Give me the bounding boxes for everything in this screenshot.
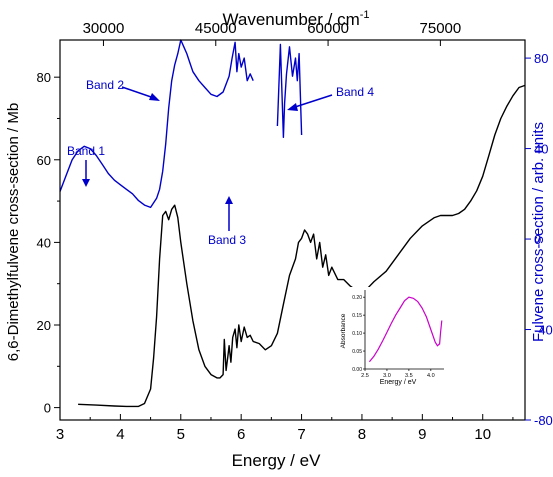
top-x-tick-label: 30000 xyxy=(83,20,125,37)
band-1-label: Band 1 xyxy=(67,144,105,158)
band-3-label: Band 3 xyxy=(208,233,246,247)
x-axis-label: Energy / eV xyxy=(232,451,321,470)
y-tick-label: 0 xyxy=(44,401,51,416)
inset-y-tick-label: 0.00 xyxy=(352,367,362,373)
inset-x-label: Energy / eV xyxy=(380,379,417,386)
inset-series-layer xyxy=(368,296,443,363)
x-tick-label: 10 xyxy=(474,426,491,443)
left-axis-label: 6,6-Dimethylfulvene cross-section / Mb xyxy=(5,103,22,361)
plot-frame xyxy=(59,39,526,421)
inset-background xyxy=(344,287,452,383)
series-line-3 xyxy=(276,43,303,139)
y2-tick-label: -40 xyxy=(534,323,553,338)
inset-y-tick-label: 0.05 xyxy=(352,349,362,355)
band-1-arrowhead xyxy=(82,179,90,187)
right-axis-label: Fulvene cross-section / arb. units xyxy=(530,122,547,342)
band-4-arrowhead xyxy=(287,103,298,111)
x-tick-label: 6 xyxy=(237,426,245,443)
band-4-arrow xyxy=(291,94,333,109)
y2-tick-label: 0 xyxy=(534,232,541,247)
inset-y-label: Absorbance xyxy=(340,313,347,348)
inset-series-line-1 xyxy=(368,296,443,363)
y-tick-label: 60 xyxy=(37,153,51,168)
band-2-arrowhead xyxy=(149,93,160,101)
x-tick-label: 7 xyxy=(297,426,305,443)
x-tick-label: 5 xyxy=(177,426,185,443)
y2-tick-label: 80 xyxy=(534,51,548,66)
top-x-tick-label: 75000 xyxy=(420,20,462,37)
series-line-1 xyxy=(78,84,526,408)
inset-x-tick-label: 2.5 xyxy=(361,373,369,379)
tick-layer: 3 4 5 6 7 8 9 10 0 20 40 60 80 -80 -40 0 40 80 30000 45000 6… xyxy=(37,20,553,443)
inset-tick-layer: 2.5 3.0 3.5 4.0 0.00 0.05 0.10 0.15 0.20 xyxy=(352,295,434,379)
band-3-arrowhead xyxy=(225,196,233,204)
inset-x-tick-label: 3.0 xyxy=(383,373,391,379)
x-tick-label: 9 xyxy=(418,426,426,443)
inset-y-tick-label: 0.20 xyxy=(352,295,362,301)
y2-tick-label: 40 xyxy=(534,142,548,157)
inset-y-tick-label: 0.15 xyxy=(352,313,362,319)
inset-chart: 2.5 3.0 3.5 4.0 0.00 0.05 0.10 0.15 0.20 Energy … xyxy=(340,287,452,386)
top-x-tick-label: 60000 xyxy=(307,20,349,37)
inset-x-tick-label: 3.5 xyxy=(405,373,413,379)
top-x-tick-label: 45000 xyxy=(195,20,237,37)
y-tick-label: 80 xyxy=(37,70,51,85)
x-tick-label: 8 xyxy=(358,426,366,443)
x-tick-label: 4 xyxy=(116,426,124,443)
top-axis-label: Wavenumber / cm-1 xyxy=(222,9,369,29)
inset-x-tick-label: 4.0 xyxy=(427,373,435,379)
series-line-2 xyxy=(59,39,254,209)
band-4-label: Band 4 xyxy=(336,85,374,99)
band-2-arrow xyxy=(121,86,155,99)
inset-y-tick-label: 0.10 xyxy=(352,331,362,337)
y-tick-label: 40 xyxy=(37,235,51,250)
main-series-layer xyxy=(59,39,526,408)
x-tick-label: 3 xyxy=(56,426,64,443)
y-tick-label: 20 xyxy=(37,318,51,333)
y2-tick-label: -80 xyxy=(534,413,553,428)
band-2-label: Band 2 xyxy=(86,78,124,92)
main-axes-layer xyxy=(59,39,526,421)
band-annotations: Band 1 Band 2 Band 3 Band 4 xyxy=(67,78,374,247)
